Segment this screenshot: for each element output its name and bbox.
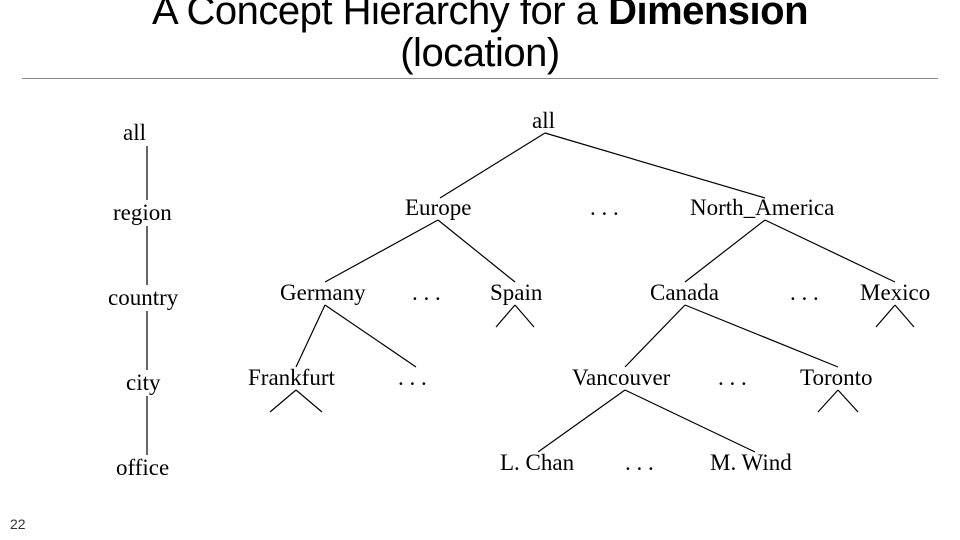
level-city: city <box>126 370 161 396</box>
title-pre: A Concept Hierarchy for a <box>152 0 608 33</box>
title-rule <box>22 78 938 79</box>
slide-number: 22 <box>10 516 26 532</box>
level-office: office <box>116 455 169 481</box>
title-bold: Dimension <box>608 0 808 33</box>
level-country: country <box>108 285 178 311</box>
level-all: all <box>123 120 146 146</box>
title-line2: (location) <box>400 31 560 75</box>
level-region: region <box>113 200 172 226</box>
slide-title: A Concept Hierarchy for a Dimension (loc… <box>0 0 960 74</box>
